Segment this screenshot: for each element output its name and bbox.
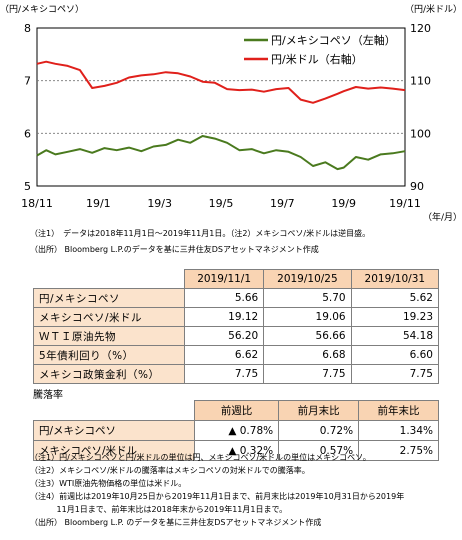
cell: 0.72% xyxy=(278,420,360,441)
row-label: ＷＴＩ原油先物 xyxy=(33,326,185,346)
x-tick-label: 19/1 xyxy=(86,197,111,210)
footnote-3: （注3）WTI原油先物価格の単位は米ドル。 xyxy=(30,479,187,488)
series-lines xyxy=(36,60,406,171)
cell: 5.66 xyxy=(183,288,265,308)
legend-label-peso: 円/メキシコペソ（左軸） xyxy=(271,33,396,47)
row-label: 円/メキシコペソ xyxy=(33,288,185,308)
footnote-4-cont: 11月1日まで、前年末比は2018年末から2019年11月1日まで。 xyxy=(30,505,288,514)
column-header: 前週比 xyxy=(193,400,280,421)
row-label: メキシコペソ/米ドル xyxy=(33,307,185,327)
table-row: メキシコペソ/米ドル ▲ 0.32% 0.57% 2.75% xyxy=(33,440,439,461)
x-tick-label: 19/11 xyxy=(389,197,421,210)
cell: 19.12 xyxy=(183,307,265,327)
x-axis-unit: （年/月） xyxy=(423,211,462,223)
row-label: メキシコペソ/米ドル xyxy=(33,440,195,461)
x-tick-label: 19/5 xyxy=(209,197,234,210)
legend-label-usd: 円/米ドル（右軸） xyxy=(271,52,363,66)
cell: 1.34% xyxy=(358,420,439,441)
cell: ▲ 0.78% xyxy=(193,420,280,441)
cell: 6.62 xyxy=(183,345,265,365)
change-rate-title: 騰落率 xyxy=(33,390,63,401)
y-right-tick-label: 120 xyxy=(410,22,431,35)
cell: 19.06 xyxy=(263,307,352,327)
x-tick-label: 19/3 xyxy=(147,197,172,210)
table-row: 円/メキシコペソ ▲ 0.78% 0.72% 1.34% xyxy=(33,420,439,441)
cell: ▲ 0.32% xyxy=(193,440,280,461)
cell: 56.20 xyxy=(183,326,265,346)
cell: 56.66 xyxy=(263,326,352,346)
y-left-tick-label: 7 xyxy=(24,75,31,88)
series-line-peso xyxy=(36,135,406,171)
cell: 6.60 xyxy=(350,345,440,365)
market-data-table: 2019/11/1 2019/10/25 2019/10/31 円/メキシコペソ… xyxy=(33,269,440,384)
x-tick-label: 19/7 xyxy=(270,197,295,210)
plot-area xyxy=(36,27,406,187)
footnote-1: （注1）円/メキシコペソと円/米ドルの単位は円、メキシコペソ/米ドルの単位はメキ… xyxy=(30,453,371,462)
series-line-usd xyxy=(36,60,406,104)
legend: 円/メキシコペソ（左軸） 円/米ドル（右軸） xyxy=(244,33,396,66)
footnote-4: （注4）前週比は2019年10月25日から2019年11月1日まで、前月末比は2… xyxy=(30,492,405,501)
gridlines xyxy=(37,80,405,134)
row-label: 5年債利回り（%） xyxy=(33,345,185,365)
cell: 0.57% xyxy=(278,440,360,461)
cell: 7.75 xyxy=(350,364,440,384)
table-row: 円/メキシコペソ 5.66 5.70 5.62 xyxy=(33,288,440,308)
y-right-tick-label: 100 xyxy=(410,127,431,140)
cell: 2.75% xyxy=(358,440,439,461)
chart-note-source: （出所） Bloomberg L.P.のデータを基に三井住友DSアセットマネジメ… xyxy=(30,245,319,254)
cell: 19.23 xyxy=(350,307,440,327)
chart-note-1: （注1） データは2018年11月1日～2019年11月1日。（注2）メキシコペ… xyxy=(30,229,371,238)
footnote-2: （注2）メキシコペソ/米ドルの騰落率はメキシコペソの対米ドルでの騰落率。 xyxy=(30,466,310,475)
tick-labels: 5 6 7 8 90 100 110 120 18/11 19/1 19/3 19/5 19/7 19/9… xyxy=(21,22,431,210)
cell: 7.75 xyxy=(183,364,265,384)
right-axis-unit: （円/米ドル） xyxy=(405,3,462,15)
cell: 5.62 xyxy=(350,288,440,308)
row-label: メキシコ政策金利（%） xyxy=(33,364,185,384)
table-row: ＷＴＩ原油先物 56.20 56.66 54.18 xyxy=(33,326,440,346)
table-row: メキシコペソ/米ドル 19.12 19.06 19.23 xyxy=(33,307,440,327)
column-header: 2019/11/1 xyxy=(183,269,265,289)
cell: 54.18 xyxy=(350,326,440,346)
column-header: 2019/10/25 xyxy=(263,269,352,289)
table-header-row: 2019/11/1 2019/10/25 2019/10/31 xyxy=(33,269,440,289)
change-rate-table: 前週比 前月末比 前年末比 円/メキシコペソ ▲ 0.78% 0.72% 1.3… xyxy=(33,400,439,461)
left-axis-unit: （円/メキシコペソ） xyxy=(0,4,84,15)
y-left-tick-label: 8 xyxy=(24,22,31,35)
y-right-tick-label: 110 xyxy=(410,75,431,88)
y-left-tick-label: 5 xyxy=(24,180,31,193)
column-header: 2019/10/31 xyxy=(350,269,440,289)
column-header: 前年末比 xyxy=(358,400,439,421)
exchange-rate-chart: 5 6 7 8 90 100 110 120 18/11 19/1 19/3 19/5 19/7 19/9… xyxy=(0,3,462,223)
column-header: 前月末比 xyxy=(278,400,360,421)
y-right-tick-label: 90 xyxy=(410,180,424,193)
footnote-source: （出所） Bloomberg L.P. のデータを基に三井住友DSアセットマネジ… xyxy=(30,518,322,527)
row-label: 円/メキシコペソ xyxy=(33,420,195,441)
y-left-tick-label: 6 xyxy=(24,127,31,140)
table-row: 5年債利回り（%） 6.62 6.68 6.60 xyxy=(33,345,440,365)
cell: 6.68 xyxy=(263,345,352,365)
cell: 5.70 xyxy=(263,288,352,308)
table-header-row: 前週比 前月末比 前年末比 xyxy=(33,400,439,421)
x-tick-label: 19/9 xyxy=(331,197,356,210)
table-row: メキシコ政策金利（%） 7.75 7.75 7.75 xyxy=(33,364,440,384)
x-tick-label: 18/11 xyxy=(21,197,53,210)
cell: 7.75 xyxy=(263,364,352,384)
